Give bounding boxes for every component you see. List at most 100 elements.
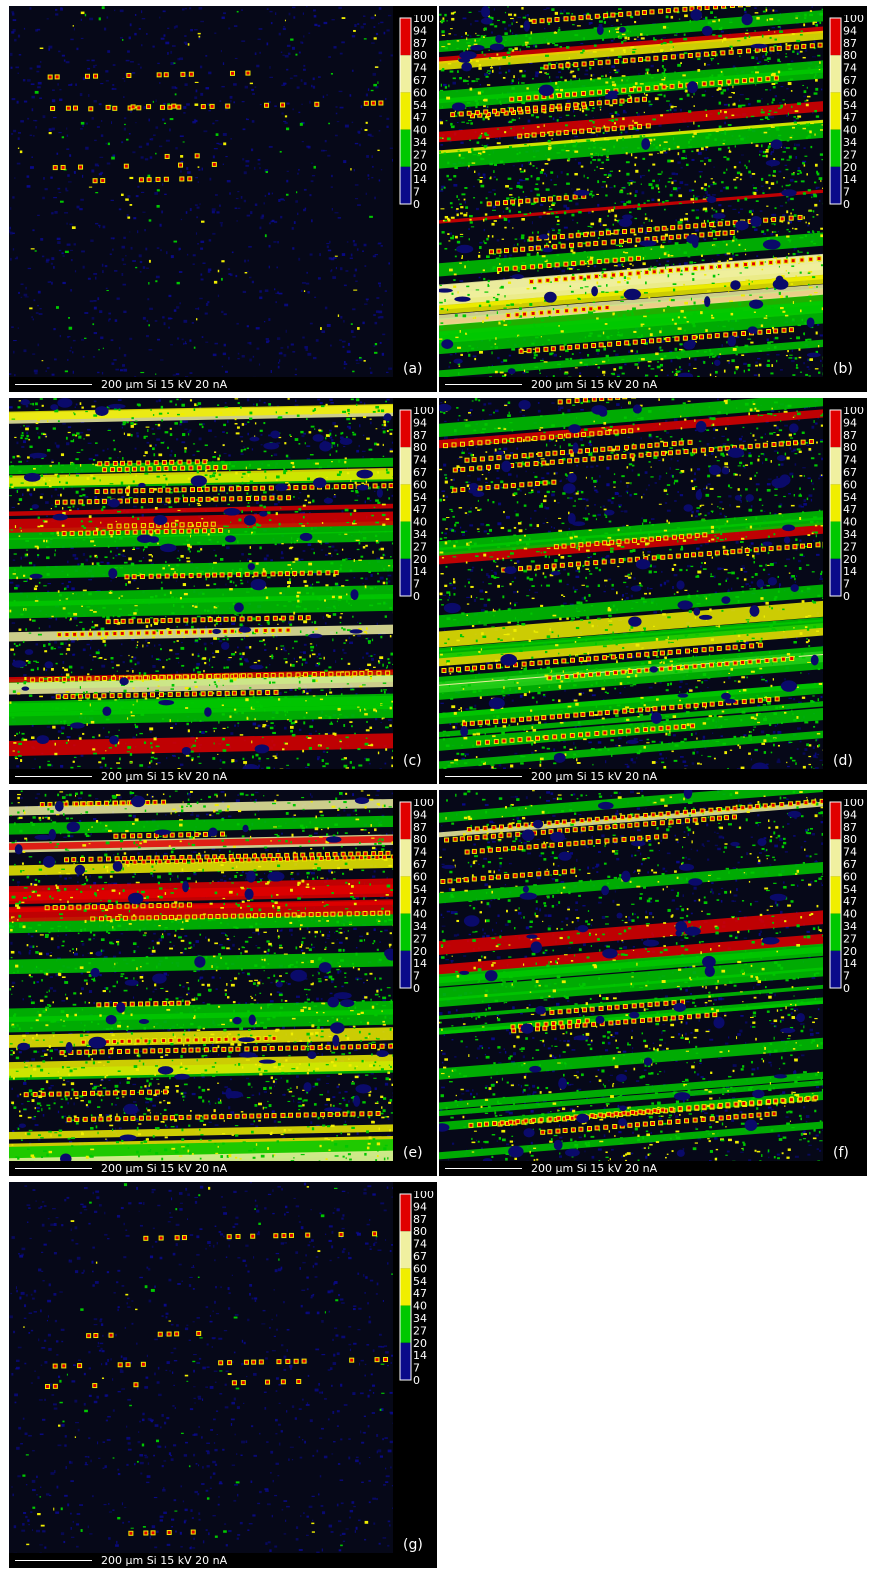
colorbar-tick: 40: [843, 908, 857, 921]
colorbar-tick: 27: [413, 148, 427, 161]
colorbar-tick: 7: [413, 1362, 420, 1375]
colorbar-tick: 54: [413, 491, 427, 504]
colorbar-tick: 80: [843, 833, 857, 846]
colorbar-tick: 100: [843, 15, 864, 25]
colorbar-tick: 87: [843, 37, 857, 50]
colorbar-tick: 14: [843, 957, 857, 970]
colorbar-tick: 100: [843, 799, 864, 809]
colorbar-tick: 74: [413, 1238, 427, 1251]
scalebar-e: 200 µm Si 15 kV 20 nA: [9, 1161, 393, 1176]
colorbar-tick: 60: [843, 870, 857, 883]
colorbar-tick: 80: [413, 441, 427, 454]
colorbar-tick: 40: [413, 1300, 427, 1313]
colorbar-tick: 100: [413, 1191, 434, 1201]
colorbar-tick: 0: [843, 198, 850, 211]
panel-f: 100 94 87 80 74 67 60 54 47 40 34 27 20 14 7 0 200 µm S…: [439, 790, 867, 1176]
colorbar-tick: 34: [843, 136, 857, 149]
colorbar-tick: 40: [843, 516, 857, 529]
colorbar-tick: 100: [413, 15, 434, 25]
scalebar-d: 200 µm Si 15 kV 20 nA: [439, 769, 823, 784]
scalebar-line: [445, 1168, 522, 1169]
si-map-g: [9, 1182, 393, 1553]
scalebar-line: [15, 1168, 92, 1169]
colorbar-tick: 60: [413, 478, 427, 491]
colorbar-tick: 94: [843, 808, 857, 821]
colorbar-tick: 7: [413, 186, 420, 199]
colorbar-tick: 34: [413, 528, 427, 541]
colorbar-tick: 27: [413, 932, 427, 945]
colorbar-tick: 27: [843, 148, 857, 161]
colorbar-tick: 94: [413, 24, 427, 37]
colorbar-tick: 60: [413, 86, 427, 99]
colorbar-tick: 94: [413, 808, 427, 821]
colorbar-tick: 74: [413, 846, 427, 859]
colorbar-tick: 87: [413, 37, 427, 50]
colorbar-tick: 67: [413, 466, 427, 479]
colorbar-tick: 34: [413, 1312, 427, 1325]
colorbar-tick: 87: [843, 429, 857, 442]
colorbar-tick: 74: [413, 454, 427, 467]
colorbar-tick: 74: [843, 454, 857, 467]
colorbar-tick: 87: [413, 429, 427, 442]
colorbar-tick: 20: [843, 945, 857, 958]
colorbar-tick: 0: [413, 590, 420, 603]
si-map-d: [439, 398, 823, 769]
colorbar-tick: 27: [843, 540, 857, 553]
colorbar-tick: 60: [843, 478, 857, 491]
colorbar-tick: 74: [413, 62, 427, 75]
colorbar-tick: 0: [843, 590, 850, 603]
scalebar-text: 200 µm Si 15 kV 20 nA: [531, 1162, 658, 1175]
colorbar-tick: 47: [843, 111, 857, 124]
colorbar-tick: 27: [413, 540, 427, 553]
colorbar-tick: 47: [843, 503, 857, 516]
colorbar-tick: 20: [413, 553, 427, 566]
colorbar-tick: 54: [843, 883, 857, 896]
colorbar-tick: 7: [413, 970, 420, 983]
colorbar-tick: 100: [413, 799, 434, 809]
panel-label-a: (a): [403, 361, 423, 377]
colorbar-tick: 100: [413, 407, 434, 417]
colorbar-tick: 34: [843, 920, 857, 933]
colorbar-tick: 47: [413, 1287, 427, 1300]
scalebar-text: 200 µm Si 15 kV 20 nA: [101, 770, 228, 783]
scalebar-line: [15, 384, 92, 385]
panel-e: 100 94 87 80 74 67 60 54 47 40 34 27 20 14 7 0 200 µm S…: [9, 790, 437, 1176]
colorbar-tick: 7: [843, 186, 850, 199]
colorbar-tick: 40: [413, 908, 427, 921]
colorbar-tick: 0: [413, 1374, 420, 1387]
si-map-f: [439, 790, 823, 1161]
colorbar-tick: 34: [413, 920, 427, 933]
si-map-b: [439, 6, 823, 377]
scalebar-line: [15, 776, 92, 777]
scalebar-g: 200 µm Si 15 kV 20 nA: [9, 1553, 393, 1568]
colorbar-tick: 47: [413, 895, 427, 908]
colorbar-tick: 20: [843, 553, 857, 566]
colorbar-tick: 54: [413, 883, 427, 896]
colorbar-tick: 60: [413, 870, 427, 883]
colorbar-tick: 100: [843, 407, 864, 417]
colorbar-tick: 14: [843, 173, 857, 186]
colorbar-tick: 7: [843, 578, 850, 591]
colorbar-tick: 67: [843, 74, 857, 87]
scalebar-line: [445, 384, 522, 385]
si-map-c: [9, 398, 393, 769]
scalebar-line: [445, 776, 522, 777]
colorbar-tick: 20: [413, 161, 427, 174]
colorbar-tick: 94: [413, 1200, 427, 1213]
scalebar-f: 200 µm Si 15 kV 20 nA: [439, 1161, 823, 1176]
colorbar-tick: 80: [413, 1225, 427, 1238]
panel-label-d: (d): [833, 753, 853, 769]
colorbar-tick: 20: [413, 1337, 427, 1350]
scalebar-text: 200 µm Si 15 kV 20 nA: [531, 378, 658, 391]
colorbar-tick: 14: [413, 173, 427, 186]
scalebar-a: 200 µm Si 15 kV 20 nA: [9, 377, 393, 392]
scalebar-text: 200 µm Si 15 kV 20 nA: [531, 770, 658, 783]
panel-a: 100 94 87 80 74 67 60 54 47 40 34 27 20 14 7 0 200 µm S…: [9, 6, 437, 392]
colorbar-tick: 20: [413, 945, 427, 958]
